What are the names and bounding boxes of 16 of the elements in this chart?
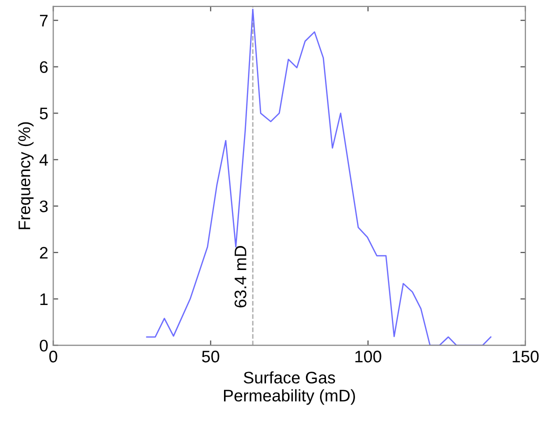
line-series <box>146 8 492 346</box>
y-tick-label: 4 <box>40 154 48 166</box>
y-tick-label: 0 <box>40 340 48 352</box>
x-tick-label: 150 <box>512 350 539 362</box>
x-tick-label: 100 <box>355 350 382 362</box>
y-axis-title: Frequency (%) <box>18 122 34 230</box>
x-tick-label: 50 <box>202 350 220 362</box>
y-tick-label: 2 <box>40 246 48 259</box>
y-tick-label: 7 <box>40 14 48 26</box>
x-axis-title: Surface Gas Permeability (mD) <box>224 371 355 405</box>
y-tick-label: 1 <box>40 293 48 305</box>
y-tick-label: 6 <box>40 61 48 73</box>
y-tick-label: 5 <box>40 108 48 120</box>
ref-line-label: 63.4 mD <box>234 246 246 308</box>
x-tick-label: 0 <box>49 350 58 362</box>
y-tick-label: 3 <box>40 200 48 212</box>
